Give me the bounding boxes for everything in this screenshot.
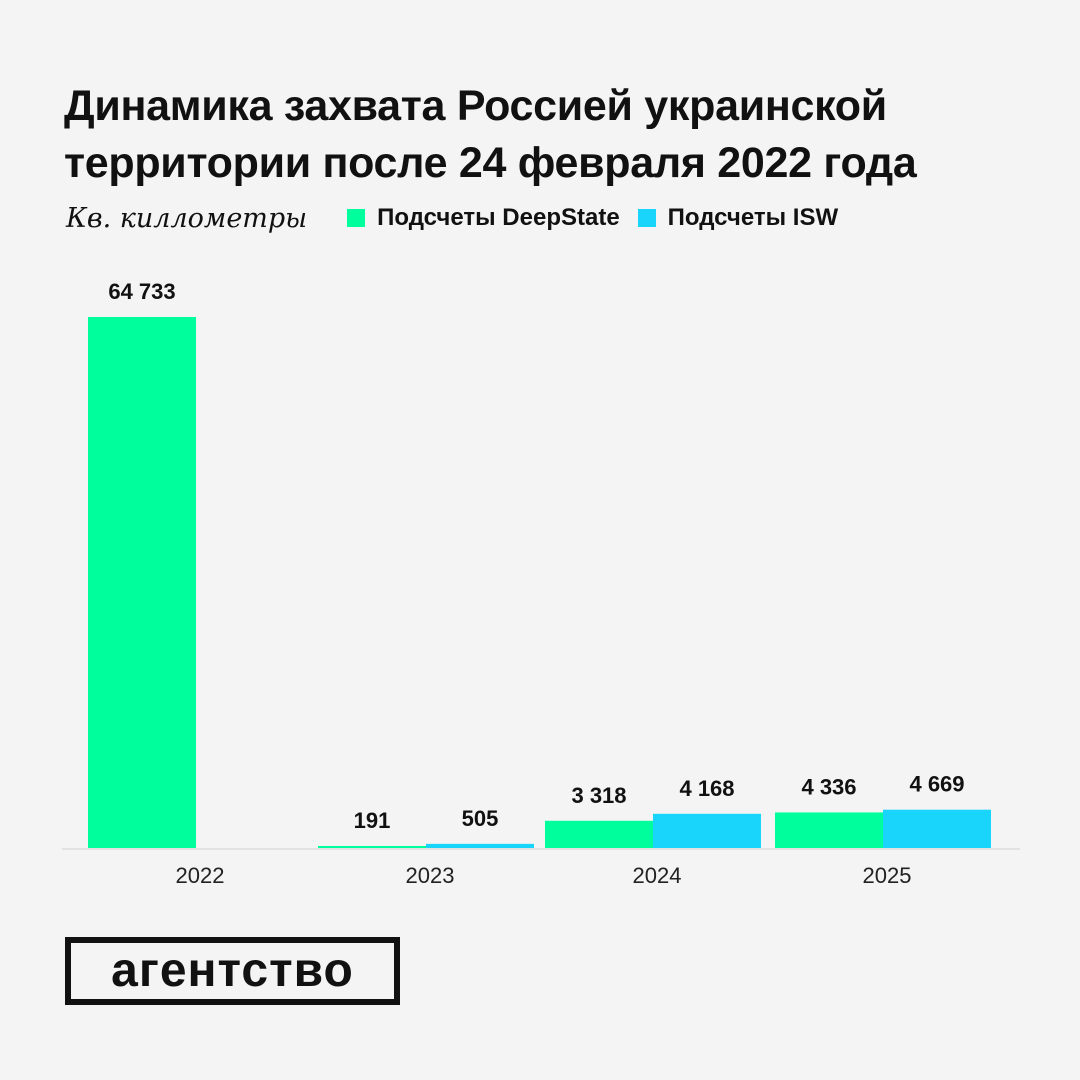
data-label: 505 (462, 806, 499, 831)
data-label: 4 168 (679, 776, 734, 801)
bar (318, 846, 426, 848)
bar (775, 812, 883, 848)
legend: Кв. киллометры Подсчеты DeepState Подсче… (66, 200, 856, 236)
bar (545, 820, 653, 848)
legend-swatch-isw (637, 209, 656, 227)
legend-swatch-deepstate (347, 209, 366, 227)
legend-item-deepstate: Подсчеты DeepState (347, 204, 620, 232)
data-label: 191 (354, 808, 391, 833)
unit-label: Кв. киллометры (66, 202, 308, 234)
legend-label: Подсчеты ISW (667, 204, 839, 231)
bar-chart: 64 733 2022 191 505 2023 3 318 4 168 2024 4 336 4… (62, 279, 1020, 888)
data-label: 4 669 (909, 772, 964, 797)
data-label: 3 318 (571, 783, 626, 808)
data-label: 64 733 (108, 279, 175, 304)
x-tick-label: 2025 (863, 863, 912, 888)
bar (653, 813, 761, 848)
x-tick-label: 2024 (633, 863, 682, 888)
x-tick-label: 2023 (406, 863, 455, 888)
bar (883, 809, 991, 848)
bar (88, 317, 196, 848)
chart-title: Динамика захвата Россией украинской терр… (64, 82, 917, 187)
agentstvo-logo: агентство (65, 937, 400, 1005)
bar (426, 843, 534, 848)
legend-label: Подсчеты DeepState (377, 204, 620, 231)
legend-item-isw: Подсчеты ISW (637, 204, 839, 232)
x-tick-label: 2022 (176, 863, 225, 888)
data-label: 4 336 (801, 774, 856, 799)
